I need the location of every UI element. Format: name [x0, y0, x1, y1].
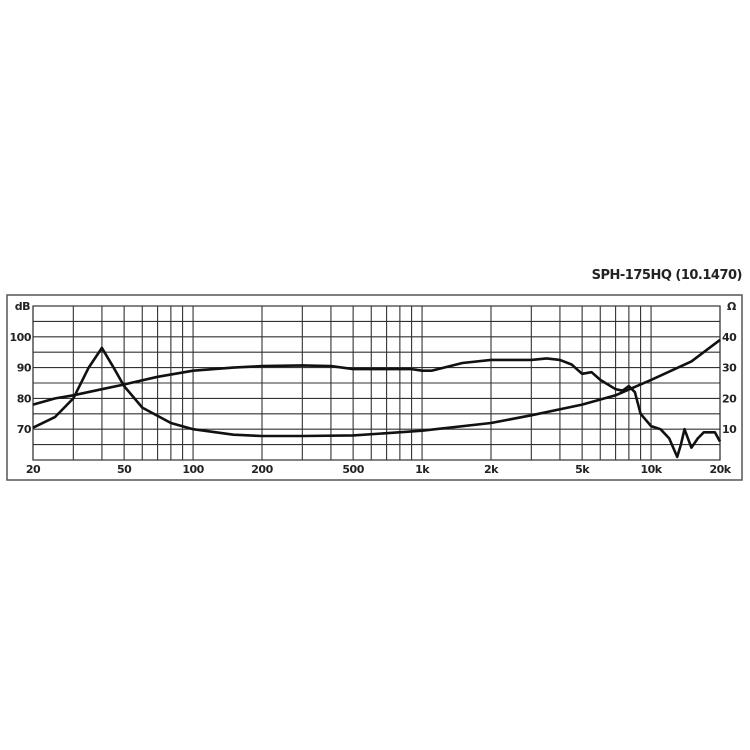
x-tick-label: 20k [709, 463, 731, 476]
right-tick-label: 40 [722, 331, 737, 344]
left-tick-label: 70 [17, 423, 32, 436]
impedance-curve [32, 338, 721, 438]
chart-title: SPH-175HQ (10.1470) [591, 268, 743, 283]
left-tick-label: 80 [17, 392, 32, 405]
right-tick-label: 30 [722, 362, 737, 375]
spl-curve [32, 357, 722, 459]
left-axis-unit: dB [15, 300, 30, 313]
x-tick-label: 2k [484, 463, 499, 476]
chart-frame [6, 294, 743, 481]
right-tick-label: 10 [722, 423, 737, 436]
right-axis-unit: Ω [727, 300, 737, 313]
x-tick-label: 200 [251, 463, 273, 476]
x-tick-label: 50 [117, 463, 132, 476]
x-tick-label: 20 [26, 463, 41, 476]
x-tick-label: 100 [182, 463, 204, 476]
left-tick-label: 100 [10, 331, 32, 344]
x-tick-label: 1k [415, 463, 430, 476]
left-tick-label: 90 [17, 362, 32, 375]
x-tick-label: 500 [342, 463, 364, 476]
x-tick-label: 10k [641, 463, 663, 476]
right-tick-label: 20 [722, 392, 737, 405]
x-tick-label: 5k [575, 463, 590, 476]
